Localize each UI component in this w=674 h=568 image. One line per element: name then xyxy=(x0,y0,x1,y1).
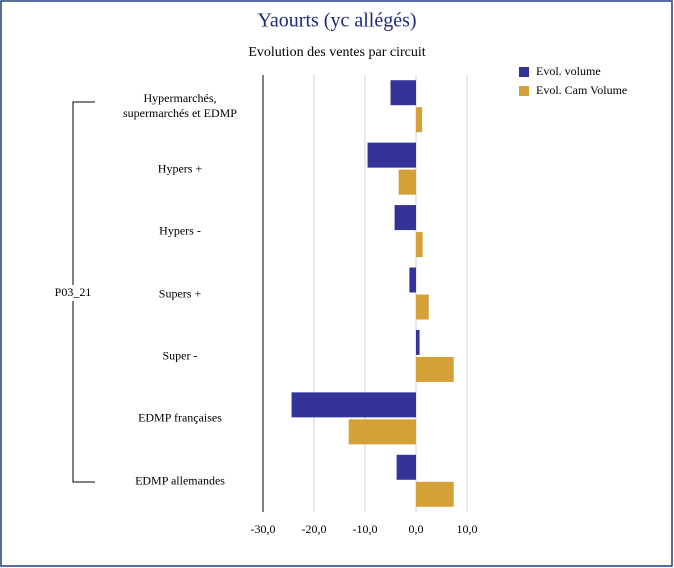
bar xyxy=(398,169,416,195)
y-tick-label: EDMP allemandes xyxy=(135,473,225,488)
group-label-bg xyxy=(46,285,100,301)
chart-title: Yaourts (yc allégés) xyxy=(257,10,416,32)
legend-swatch xyxy=(519,67,529,77)
bar xyxy=(367,142,416,168)
bar xyxy=(394,205,416,231)
y-tick-label: Hypers + xyxy=(157,161,203,176)
y-tick-label: Super - xyxy=(162,348,198,363)
x-tick-label: -20,0 xyxy=(302,522,327,536)
bar xyxy=(416,329,420,355)
bar xyxy=(416,232,423,258)
chart-subtitle: Evolution des ventes par circuit xyxy=(248,45,425,60)
bar xyxy=(291,392,416,418)
y-tick-label: Hypers - xyxy=(159,223,201,238)
x-tick-label: -30,0 xyxy=(251,522,276,536)
bar xyxy=(416,481,454,507)
x-tick-label: 0,0 xyxy=(409,522,424,536)
x-tick-label: 10,0 xyxy=(457,522,478,536)
group-label: P03_21 xyxy=(55,285,92,299)
y-tick-label: Supers + xyxy=(158,286,202,300)
y-tick-label: EDMP françaises xyxy=(138,410,222,425)
bar xyxy=(416,294,429,320)
bar xyxy=(409,267,416,293)
legend-swatch xyxy=(519,86,529,96)
x-tick-label: -10,0 xyxy=(353,522,378,536)
bar xyxy=(390,80,416,106)
bar xyxy=(416,356,454,382)
bar xyxy=(348,419,416,445)
bar xyxy=(396,454,416,480)
legend-label: Evol. volume xyxy=(536,64,601,78)
legend-label: Evol. Cam Volume xyxy=(536,83,627,97)
bar xyxy=(416,107,423,133)
y-tick-label: Hypermarchés, supermarchés et EDMP xyxy=(123,91,237,121)
